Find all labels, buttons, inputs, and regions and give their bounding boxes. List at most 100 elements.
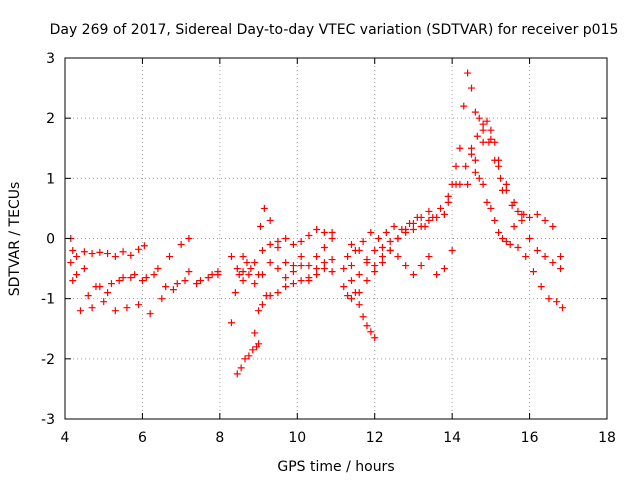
- data-point: [462, 162, 470, 170]
- data-point: [233, 370, 241, 378]
- data-point: [382, 228, 390, 236]
- data-point: [239, 268, 247, 276]
- data-point: [127, 274, 135, 282]
- data-point: [558, 304, 566, 312]
- data-point: [237, 364, 245, 372]
- data-point: [444, 198, 452, 206]
- data-point: [425, 216, 433, 224]
- data-point: [282, 259, 290, 267]
- data-point: [487, 204, 495, 212]
- data-point: [297, 262, 305, 270]
- y-tick-label: -3: [41, 412, 55, 428]
- data-point: [166, 253, 174, 261]
- data-point: [510, 198, 518, 206]
- data-point: [138, 277, 146, 285]
- series-arc-1d: [69, 247, 222, 297]
- data-point: [266, 259, 274, 267]
- data-point: [251, 329, 259, 337]
- data-point: [378, 259, 386, 267]
- x-tick-label: 4: [61, 430, 70, 446]
- data-point: [197, 277, 204, 285]
- series-arc-3a: [258, 225, 336, 255]
- data-point: [367, 228, 375, 236]
- data-point: [557, 253, 565, 261]
- y-tick-label: 0: [46, 232, 55, 248]
- data-point: [487, 126, 495, 134]
- data-point: [510, 222, 518, 230]
- data-point: [255, 307, 263, 315]
- data-point: [479, 120, 487, 128]
- data-point: [328, 235, 336, 242]
- data-point: [429, 213, 437, 221]
- data-point: [541, 253, 549, 261]
- data-point: [241, 355, 249, 363]
- data-point: [347, 295, 355, 303]
- x-axis-label: GPS time / hours: [277, 459, 394, 475]
- data-point: [440, 265, 448, 273]
- data-point: [533, 210, 541, 218]
- chart-title: Day 269 of 2017, Sidereal Day-to-day VTE…: [50, 22, 619, 38]
- data-point: [502, 186, 510, 194]
- data-point: [96, 248, 104, 256]
- y-tick-label: 2: [46, 111, 55, 127]
- data-point: [502, 180, 510, 188]
- data-point: [375, 235, 383, 242]
- data-point: [464, 69, 472, 77]
- data-point: [231, 289, 239, 297]
- data-point: [351, 247, 359, 255]
- data-point: [297, 277, 305, 285]
- data-point: [67, 259, 75, 267]
- data-point: [491, 216, 499, 224]
- series-arc-1b: [67, 235, 193, 300]
- data-point: [185, 235, 193, 242]
- data-point: [526, 235, 534, 242]
- data-point: [518, 216, 526, 224]
- data-point: [173, 280, 181, 288]
- data-point: [162, 283, 170, 291]
- data-point: [363, 256, 371, 264]
- data-point: [251, 280, 259, 288]
- data-point: [239, 277, 247, 285]
- data-point: [247, 265, 255, 273]
- data-point: [363, 277, 371, 285]
- data-point: [433, 271, 441, 279]
- y-tick-label: -1: [41, 292, 55, 308]
- data-point: [409, 225, 417, 233]
- data-point: [526, 213, 534, 221]
- data-point: [456, 180, 464, 188]
- data-point: [378, 253, 386, 261]
- data-point: [111, 253, 119, 261]
- data-point: [320, 244, 328, 252]
- data-point: [483, 198, 491, 206]
- data-point: [282, 274, 290, 282]
- data-point: [344, 253, 352, 261]
- data-point: [235, 271, 243, 279]
- data-point: [359, 238, 367, 246]
- data-point: [506, 241, 514, 249]
- data-point: [239, 253, 247, 261]
- x-tick-label: 16: [521, 430, 539, 446]
- data-point: [313, 253, 321, 261]
- x-tick-label: 14: [443, 430, 461, 446]
- data-point: [107, 280, 115, 288]
- data-point: [255, 340, 263, 348]
- data-point: [514, 207, 522, 215]
- data-point: [557, 265, 565, 273]
- data-point: [545, 295, 553, 303]
- data-point: [529, 268, 537, 276]
- data-point: [402, 262, 410, 270]
- data-point: [305, 262, 313, 270]
- data-point: [425, 207, 433, 215]
- data-point: [258, 247, 266, 255]
- x-tick-label: 12: [366, 430, 384, 446]
- x-tick-label: 18: [598, 430, 616, 446]
- data-point: [344, 292, 352, 300]
- data-point: [471, 168, 479, 176]
- data-point: [518, 210, 526, 218]
- data-point: [204, 274, 212, 282]
- data-point: [514, 244, 522, 252]
- series-arc-5d: [468, 150, 566, 312]
- data-point: [135, 245, 143, 253]
- data-point: [249, 346, 257, 354]
- data-point: [448, 180, 456, 188]
